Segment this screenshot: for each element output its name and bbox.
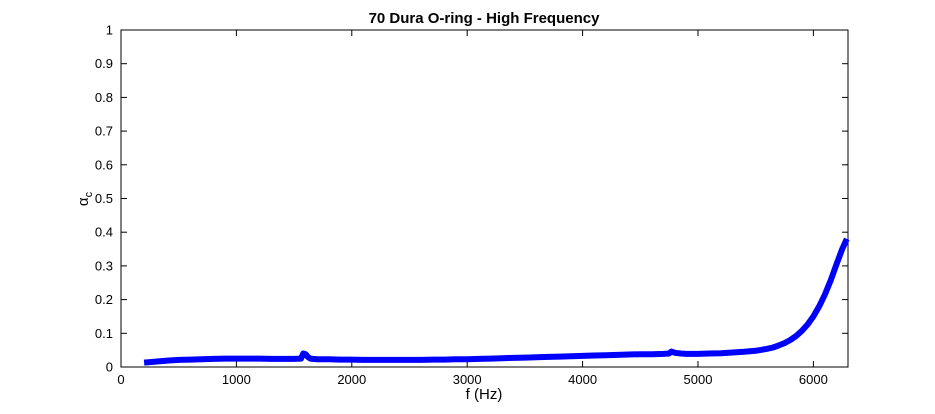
y-axis-label: αc <box>75 191 95 206</box>
y-axis-label-main: α <box>75 197 92 206</box>
x-tick-label: 6000 <box>799 372 828 387</box>
axis-ticks <box>120 29 848 368</box>
y-tick-label: 0.4 <box>95 225 113 240</box>
chart-title: 70 Dura O-ring - High Frequency <box>369 10 601 27</box>
series-line <box>143 237 850 366</box>
plot-area <box>120 29 849 368</box>
y-axis-label-sub: c <box>83 191 95 197</box>
x-tick-label: 1000 <box>222 372 251 387</box>
x-tick-label: 2000 <box>337 372 366 387</box>
y-tick-label: 0.5 <box>95 191 113 206</box>
y-tick-label: 0.6 <box>95 157 113 172</box>
y-tick-label: 1 <box>106 23 113 38</box>
series-layer <box>143 237 850 366</box>
x-tick-label: 3000 <box>453 372 482 387</box>
y-tick-label: 0.1 <box>95 326 113 341</box>
y-tick-label: 0.7 <box>95 124 113 139</box>
y-tick-label: 0.2 <box>95 292 113 307</box>
svg-text:αc: αc <box>75 191 95 206</box>
y-tick-label: 0.8 <box>95 90 113 105</box>
x-tick-labels: 0 1000 2000 3000 4000 5000 6000 <box>117 372 827 387</box>
y-tick-label: 0.3 <box>95 258 113 273</box>
y-tick-labels: 0 0.1 0.2 0.3 0.4 0.5 0.6 0.7 0.8 0.9 1 <box>95 23 113 375</box>
x-tick-label: 4000 <box>568 372 597 387</box>
x-tick-label: 0 <box>117 372 124 387</box>
x-axis-label: f (Hz) <box>466 386 503 403</box>
y-tick-label: 0 <box>106 360 113 375</box>
y-tick-label: 0.9 <box>95 56 113 71</box>
x-tick-label: 5000 <box>684 372 713 387</box>
